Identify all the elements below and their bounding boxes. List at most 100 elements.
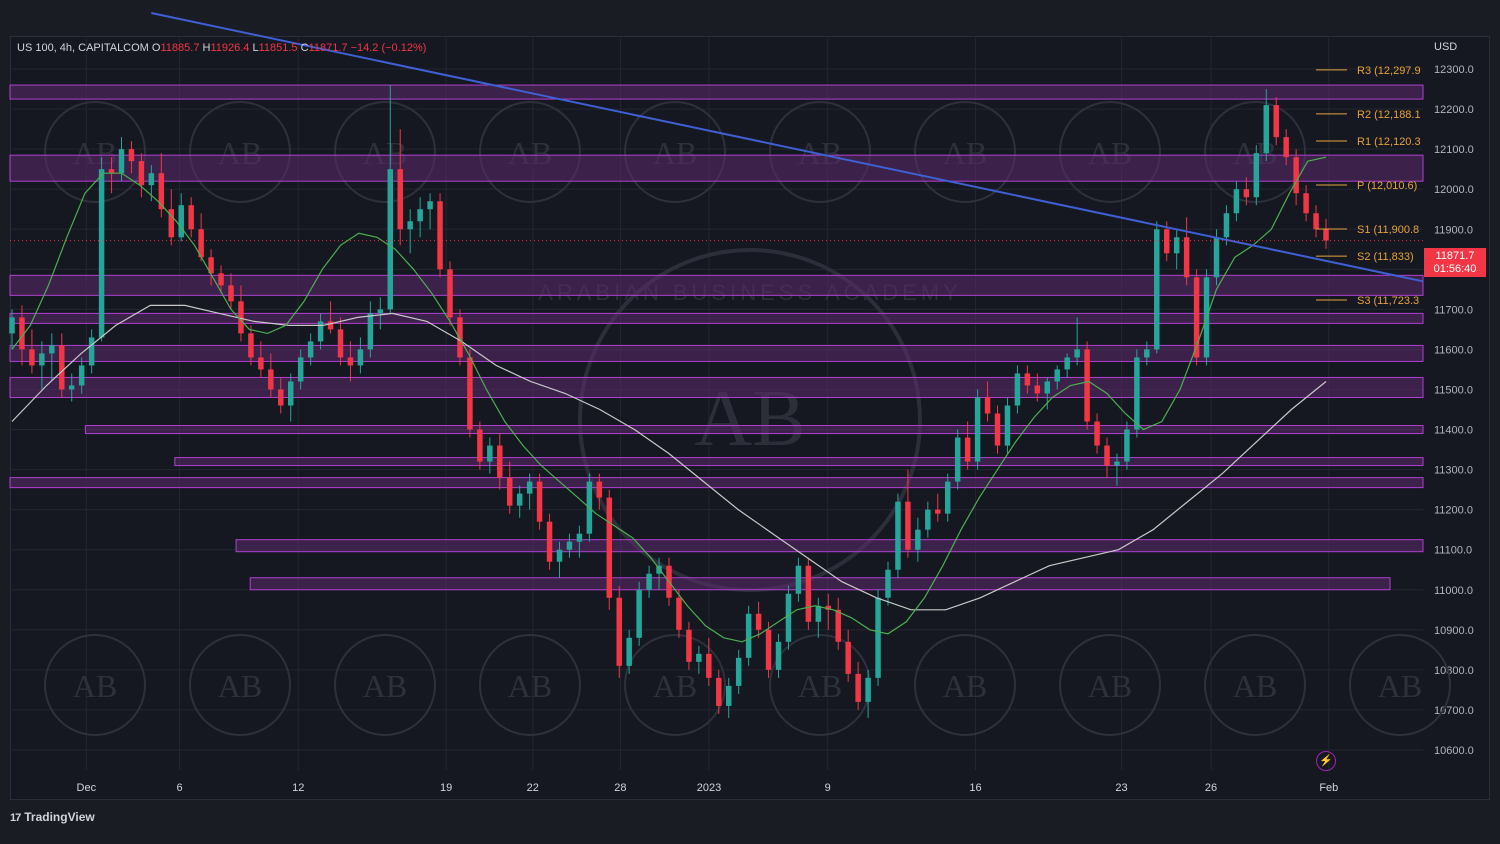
candle-body <box>905 501 911 550</box>
sr-zone <box>9 312 1424 324</box>
x-tick-label: 6 <box>176 782 182 794</box>
candle-body <box>1313 213 1319 230</box>
x-tick-label: Feb <box>1319 782 1338 794</box>
candle-body <box>1173 237 1180 254</box>
watermark-seal <box>769 101 871 203</box>
watermark-seal-initials: AB <box>73 668 117 704</box>
candle-body <box>337 329 344 358</box>
x-tick-label: 26 <box>1205 782 1217 794</box>
x-tick-label: 12 <box>292 782 304 794</box>
candle-body <box>138 161 145 186</box>
close-value: 11871.7 <box>308 42 348 54</box>
candle-body <box>1193 277 1200 358</box>
x-tick-label: 23 <box>1115 782 1127 794</box>
change-value: −14.2 (−0.12%) <box>350 42 427 54</box>
tradingview-logo[interactable]: 17 TradingView <box>10 810 95 824</box>
candle-body <box>218 273 224 286</box>
candle-body <box>9 317 15 334</box>
candle-body <box>1044 381 1051 394</box>
candle-body <box>128 149 135 162</box>
candle-body <box>78 365 85 386</box>
candle-body <box>925 509 931 530</box>
candle-body <box>327 321 334 330</box>
y-tick-label: 11100.0 <box>1434 545 1472 557</box>
candle-body <box>1163 229 1170 254</box>
candle-body <box>1253 153 1260 198</box>
y-tick-label: 12100.0 <box>1434 144 1474 156</box>
x-tick-label: 9 <box>825 782 831 794</box>
candle-body <box>248 333 254 358</box>
watermark-seal-initials: AB <box>218 668 262 704</box>
candle-body <box>198 229 204 258</box>
watermark-seal-initials: AB <box>1233 668 1277 704</box>
symbol-legend: US 100, 4h, CAPITALCOM O11885.7 H11926.4… <box>17 42 426 54</box>
close-label: C <box>300 42 309 54</box>
candle-body <box>875 597 881 678</box>
candle-body <box>795 565 802 594</box>
y-tick-label: 12200.0 <box>1434 104 1474 116</box>
candle-body <box>1094 421 1100 446</box>
candle-body <box>526 481 533 494</box>
currency-label: USD <box>1434 41 1458 53</box>
candle-body <box>1114 461 1120 466</box>
lightning-icon[interactable]: ⚡ <box>1316 751 1336 771</box>
candle-body <box>457 317 463 358</box>
candle-body <box>735 657 742 686</box>
sr-zone <box>249 577 1391 591</box>
sr-zone <box>9 344 1424 362</box>
candle-body <box>297 357 304 382</box>
watermark-seal-initials: AB <box>943 668 987 704</box>
candle-body <box>775 641 782 670</box>
candle-body <box>646 573 652 590</box>
y-tick-label: 10600.0 <box>1434 745 1474 757</box>
pivot-label: S2 (11,833) <box>1357 251 1414 263</box>
candle-body <box>606 497 613 598</box>
watermark-seal <box>1059 101 1161 203</box>
watermark-seal-initials: AB <box>363 668 407 704</box>
watermark-seal <box>44 101 146 203</box>
candle-body <box>487 445 493 462</box>
candle-body <box>1014 373 1021 406</box>
candle-body <box>865 677 871 702</box>
y-tick-label: 11400.0 <box>1434 425 1473 437</box>
y-tick-label: 11500.0 <box>1434 384 1473 396</box>
candle-body <box>556 549 563 562</box>
watermark-seal <box>189 101 291 203</box>
watermark-seal <box>334 634 436 736</box>
candle-body <box>1004 405 1011 446</box>
candle-body <box>546 521 553 562</box>
candle-body <box>447 269 453 318</box>
candle-body <box>954 437 961 482</box>
candle-body <box>566 541 573 550</box>
watermark-seal <box>479 634 581 736</box>
y-tick-label: 10900.0 <box>1434 625 1474 637</box>
tv-logo-icon: 17 <box>10 812 21 824</box>
watermark-seal <box>334 101 436 203</box>
candle-body <box>407 221 413 230</box>
candle-body <box>98 169 105 338</box>
watermark-seal <box>44 634 146 736</box>
watermark-seal <box>1204 101 1306 203</box>
sr-zone <box>9 477 1424 489</box>
tradingview-logo-text: TradingView <box>24 810 95 824</box>
candle-body <box>477 429 483 462</box>
y-tick-label: 11700.0 <box>1434 304 1473 316</box>
candle-body <box>1223 213 1230 238</box>
x-tick-label: 22 <box>527 782 539 794</box>
candle-body <box>467 357 473 430</box>
candle-body <box>1074 349 1080 358</box>
candle-body <box>178 205 184 238</box>
x-tick-label: 28 <box>614 782 626 794</box>
candle-body <box>576 533 583 542</box>
candle-body <box>258 357 264 370</box>
watermark-seal <box>1204 634 1306 736</box>
candle-body <box>745 613 752 658</box>
sr-zone <box>174 457 1424 467</box>
candle-body <box>497 445 503 478</box>
candle-body <box>765 629 772 670</box>
candle-body <box>168 209 175 238</box>
candle-body <box>188 205 194 230</box>
candle-body <box>68 385 75 390</box>
pivot-label: S1 (11,900.8 <box>1357 224 1419 236</box>
